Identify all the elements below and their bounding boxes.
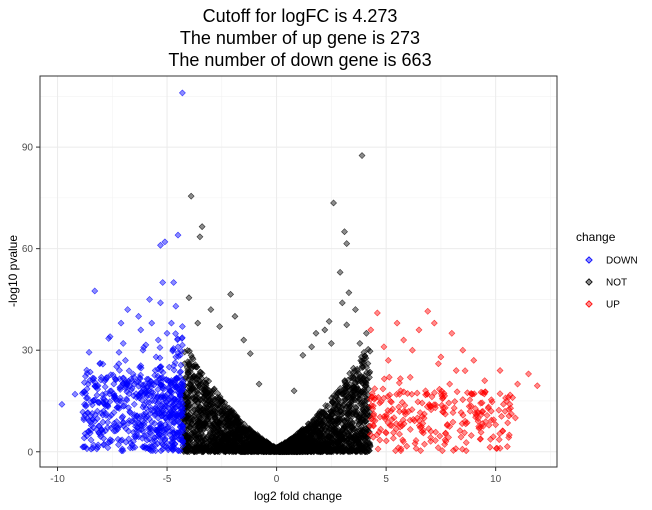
point-not (355, 370, 363, 378)
x-tick-label: 5 (383, 474, 389, 485)
legend-label-down: DOWN (606, 256, 638, 267)
point-not (209, 387, 217, 395)
point-not (366, 447, 373, 455)
x-axis-title: log2 fold change (254, 489, 342, 503)
point-not (349, 374, 357, 382)
legend-title: change (576, 230, 616, 244)
point-not (366, 368, 374, 376)
legend-label-not: NOT (606, 278, 627, 289)
point-not (348, 384, 356, 392)
point-not (331, 414, 339, 421)
legend-label-up: UP (606, 300, 620, 311)
point-not (342, 396, 350, 404)
point-not (361, 397, 369, 405)
point-not (313, 412, 321, 420)
point-not (349, 369, 357, 377)
point-not (192, 395, 200, 403)
point-not (352, 403, 360, 411)
point-not (196, 368, 204, 376)
x-tick-label: 10 (490, 474, 502, 485)
point-not (189, 384, 196, 392)
y-tick-label: 0 (27, 447, 33, 458)
point-not (358, 359, 366, 367)
title-line-3: The number of down gene is 663 (168, 50, 431, 70)
x-tick-label: -5 (163, 474, 172, 485)
point-not (349, 384, 357, 392)
title-line-2: The number of up gene is 273 (180, 28, 420, 48)
point-not (363, 376, 371, 384)
point-not (234, 418, 241, 426)
point-not (350, 364, 357, 372)
point-not (322, 402, 330, 409)
point-not (188, 399, 196, 406)
y-tick-label: 30 (22, 346, 34, 357)
x-tick-label: 0 (274, 474, 280, 485)
point-not (218, 410, 226, 418)
point-not (358, 364, 366, 371)
data-points (58, 89, 541, 456)
x-tick-label: -10 (50, 474, 65, 485)
point-not (351, 387, 359, 395)
point-not (360, 348, 368, 356)
point-not (202, 384, 210, 392)
point-not (184, 368, 192, 376)
y-tick-label: 60 (22, 244, 34, 255)
y-tick-label: 90 (22, 143, 34, 154)
title-line-1: Cutoff for logFC is 4.273 (203, 6, 398, 26)
y-axis-title: -log10 pvalue (6, 235, 20, 307)
point-not (354, 376, 362, 384)
point-not (363, 369, 371, 377)
chart-title: Cutoff for logFC is 4.273 The number of … (168, 6, 431, 70)
point-not (184, 358, 192, 366)
point-not (188, 354, 196, 362)
point-not (186, 443, 194, 451)
point-not (358, 357, 366, 365)
point-not (330, 392, 337, 400)
point-not (355, 391, 363, 399)
